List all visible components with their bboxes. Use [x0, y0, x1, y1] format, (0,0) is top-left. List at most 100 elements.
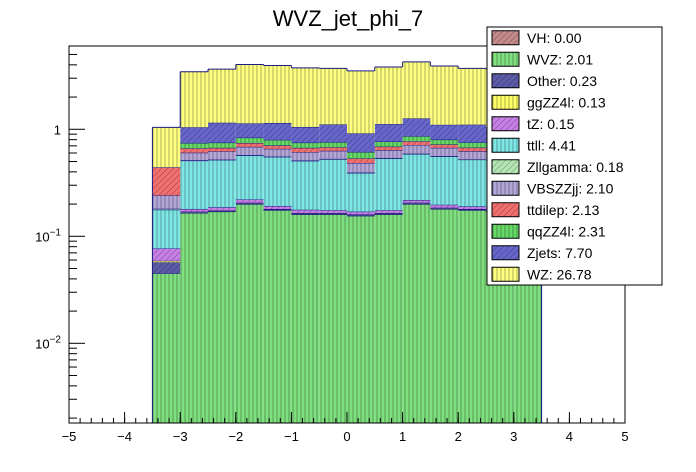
bar-hatch-WVZ-bin-10: [430, 208, 459, 423]
legend-label: WVZ: 2.01: [527, 51, 593, 67]
bar-hatch-WZ-bin-6: [319, 68, 347, 125]
bar-hatch-Zjets-bin-10: [430, 124, 459, 140]
legend-entry-WZ: WZ: 26.78: [491, 266, 592, 282]
bar-hatch-ttdilep-bin-9: [402, 141, 431, 146]
bar-hatch-tZ-bin-0: [152, 248, 181, 261]
legend-label: VBSZZjj: 2.10: [527, 180, 614, 196]
bar-hatch-tZ-bin-2: [208, 207, 236, 211]
chart-title: WVZ_jet_phi_7: [273, 6, 423, 31]
bar-hatch-Zjets-bin-11: [458, 124, 486, 143]
bar-hatch-tZ-bin-1: [180, 208, 208, 212]
bar-hatch-ttdilep-bin-5: [291, 147, 320, 153]
bar-hatch-Zjets-bin-8: [374, 124, 403, 142]
bar-hatch-qqZZ4l-bin-11: [458, 142, 486, 148]
bar-hatch-ttll-bin-0: [152, 209, 181, 249]
bar-hatch-WVZ-bin-6: [319, 214, 347, 423]
bar-hatch-ttdilep-bin-0: [152, 167, 181, 196]
bar-hatch-VBSZZjj-bin-8: [374, 150, 403, 158]
x-tick-label: 3: [510, 429, 517, 444]
bar-hatch-Zjets-bin-5: [291, 126, 320, 143]
bar-hatch-WVZ-bin-4: [263, 210, 292, 423]
bar-hatch-tZ-bin-5: [291, 209, 320, 214]
legend-entry-VBSZZjj: VBSZZjj: 2.10: [491, 180, 614, 196]
legend-label: ttll: 4.41: [527, 137, 576, 153]
bar-hatch-Zjets-bin-3: [235, 123, 264, 138]
x-tick-label: 0: [343, 429, 350, 444]
bar-hatch-tZ-bin-10: [430, 204, 459, 208]
bar-hatch-WZ-bin-10: [430, 66, 459, 125]
legend-swatch-hatch: [492, 267, 519, 282]
legend-entry-tZ: tZ: 0.15: [491, 116, 575, 132]
legend-entry-qqZZ4l: qqZZ4l: 2.31: [491, 223, 606, 239]
bar-hatch-qqZZ4l-bin-9: [402, 136, 431, 142]
bar-hatch-VBSZZjj-bin-6: [319, 150, 347, 159]
legend-entry-VH: VH: 0.00: [491, 30, 582, 46]
legend-label: Other: 0.23: [527, 73, 597, 89]
legend-swatch-hatch: [492, 73, 519, 88]
bar-hatch-ttdilep-bin-7: [347, 158, 375, 163]
x-tick-label: −3: [173, 429, 188, 444]
legend-entry-ggZZ4l: ggZZ4l: 0.13: [491, 94, 606, 110]
bar-hatch-qqZZ4l-bin-8: [374, 141, 403, 147]
x-tick-label: 1: [399, 429, 406, 444]
bar-hatch-ttdilep-bin-6: [319, 147, 347, 151]
x-tick-label: 2: [455, 429, 462, 444]
legend-entry-Other: Other: 0.23: [491, 73, 597, 89]
y-tick-label: 10−1: [35, 227, 61, 244]
bar-hatch-tZ-bin-3: [235, 199, 264, 203]
legend-swatch-hatch: [492, 52, 519, 67]
bar-hatch-WVZ-bin-1: [180, 213, 208, 423]
legend-entry-WVZ: WVZ: 2.01: [491, 51, 593, 67]
bar-hatch-ttll-bin-6: [319, 159, 347, 211]
bar-hatch-tZ-bin-8: [374, 210, 403, 214]
legend-swatch-hatch: [492, 224, 519, 239]
bar-hatch-WZ-bin-7: [347, 70, 375, 134]
bar-hatch-VBSZZjj-bin-1: [180, 152, 208, 161]
bar-hatch-WVZ-bin-11: [458, 210, 486, 423]
bar-hatch-qqZZ4l-bin-3: [235, 137, 264, 143]
bar-hatch-WVZ-bin-2: [208, 211, 236, 423]
legend-box: [486, 26, 663, 286]
bar-hatch-WVZ-bin-5: [291, 214, 320, 423]
legend-swatch-hatch: [492, 245, 519, 260]
bar-hatch-qqZZ4l-bin-10: [430, 139, 459, 145]
bar-hatch-WVZ-bin-9: [402, 204, 431, 423]
bar-hatch-WZ-bin-8: [374, 66, 403, 125]
bar-hatch-ttll-bin-7: [347, 173, 375, 212]
legend-label: qqZZ4l: 2.31: [527, 223, 606, 239]
x-tick-label: −5: [62, 429, 77, 444]
legend-swatch-hatch: [492, 181, 519, 196]
legend-swatch-hatch: [492, 30, 519, 45]
bar-hatch-qqZZ4l-bin-7: [347, 151, 375, 159]
bar-hatch-ttll-bin-3: [235, 155, 264, 200]
bar-hatch-qqZZ4l-bin-4: [263, 139, 292, 146]
bar-hatch-VBSZZjj-bin-11: [458, 151, 486, 160]
legend-entry-Zllgamma: Zllgamma: 0.18: [491, 159, 624, 175]
bar-hatch-qqZZ4l-bin-1: [180, 143, 208, 149]
bar-hatch-ttll-bin-9: [402, 153, 431, 201]
bar-hatch-WZ-bin-1: [180, 71, 208, 128]
legend-swatch-hatch: [492, 95, 519, 110]
bar-hatch-WVZ-bin-3: [235, 204, 264, 423]
bar-hatch-ttll-bin-8: [374, 158, 403, 211]
bar-hatch-ttll-bin-10: [430, 156, 459, 205]
bar-hatch-ttdilep-bin-8: [374, 146, 403, 151]
bar-hatch-Zjets-bin-1: [180, 127, 208, 144]
bar-hatch-qqZZ4l-bin-6: [319, 142, 347, 148]
bar-hatch-Other-bin-0: [152, 262, 181, 274]
legend-label: WZ: 26.78: [527, 266, 592, 282]
bar-hatch-qqZZ4l-bin-5: [291, 142, 320, 148]
bar-hatch-VBSZZjj-bin-4: [263, 148, 292, 157]
y-tick-label: 1: [54, 122, 61, 137]
bar-hatch-WVZ-bin-0: [152, 273, 181, 423]
legend-swatch-hatch: [492, 159, 519, 174]
bar-hatch-ggZZ4l-bin-0: [152, 260, 181, 263]
legend-label: Zjets: 7.70: [527, 245, 593, 261]
bar-hatch-tZ-bin-9: [402, 200, 431, 203]
y-tick-label: 10−2: [35, 334, 61, 351]
bar-hatch-tZ-bin-6: [319, 210, 347, 214]
legend-label: ggZZ4l: 0.13: [527, 94, 606, 110]
legend-label: Zllgamma: 0.18: [527, 159, 624, 175]
x-tick-label: 5: [621, 429, 628, 444]
